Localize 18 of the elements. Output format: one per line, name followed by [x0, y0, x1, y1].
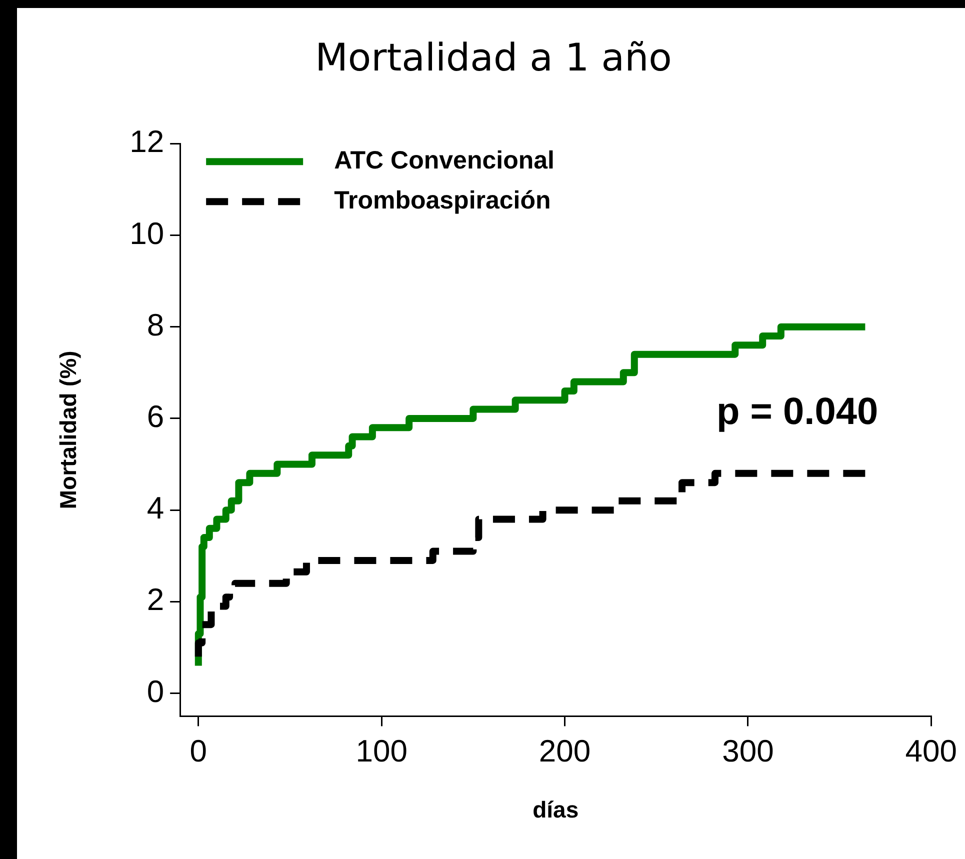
y-tick-label: 0 [146, 674, 164, 709]
y-tick-label: 8 [146, 307, 164, 342]
x-tick-label: 300 [722, 733, 774, 768]
legend-label: Tromboaspiración [334, 186, 551, 214]
y-tick-label: 10 [130, 216, 164, 251]
x-tick-label: 200 [538, 733, 591, 768]
y-tick-label: 2 [146, 582, 164, 618]
y-tick-label: 4 [146, 490, 164, 526]
x-axis-title: días [532, 796, 579, 823]
x-tick-label: 0 [190, 733, 208, 768]
x-tick-label: 100 [356, 733, 408, 768]
annotation: p = 0.040 [716, 391, 878, 434]
chart-title: Mortalidad a 1 año [315, 36, 672, 80]
y-axis-title: Mortalidad (%) [55, 350, 82, 510]
y-tick-label: 6 [146, 398, 164, 434]
x-tick-label: 400 [905, 733, 958, 768]
legend-label: ATC Convencional [334, 146, 554, 174]
y-tick-label: 12 [130, 124, 164, 160]
